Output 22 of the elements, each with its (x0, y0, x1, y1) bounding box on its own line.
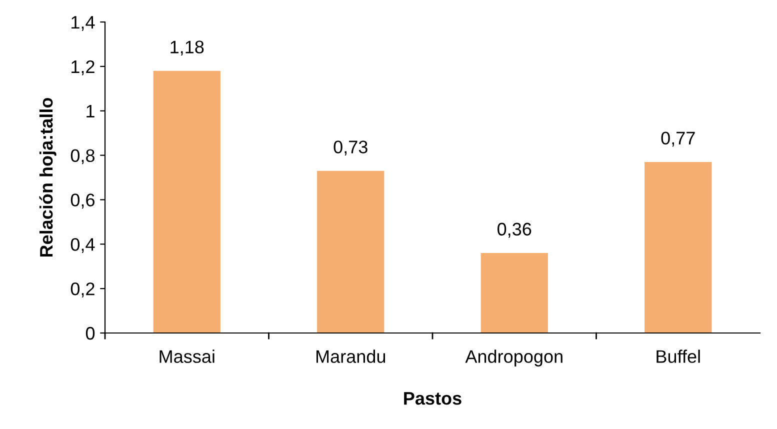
data-label: 1,18 (170, 40, 204, 56)
y-tick-label: 1,4 (72, 16, 95, 31)
x-tick-label: Marandu (316, 350, 386, 363)
bar (153, 70, 220, 333)
y-tick-label: 0,8 (70, 149, 94, 164)
y-tick-label: 0 (86, 326, 95, 340)
x-tick-label: Buffel (656, 350, 700, 363)
x-axis-title: Pastos (404, 392, 462, 405)
x-tick-label: Andropogon (465, 350, 562, 366)
bar (644, 162, 712, 333)
data-label: 0,77 (661, 132, 695, 147)
y-tick-label: 0,6 (70, 194, 94, 209)
y-tick-label: 0,2 (70, 282, 94, 298)
y-tick-label: 0,4 (70, 238, 95, 253)
bar (317, 170, 384, 333)
y-tick-label: 1 (86, 104, 94, 118)
x-tick-label: Massai (160, 350, 214, 363)
data-label: 0,73 (334, 140, 368, 156)
bar (480, 253, 548, 333)
y-tick-label: 1,2 (72, 60, 94, 76)
data-label: 0,36 (498, 222, 532, 238)
y-axis-title: Relación hoja:tallo (39, 98, 56, 257)
